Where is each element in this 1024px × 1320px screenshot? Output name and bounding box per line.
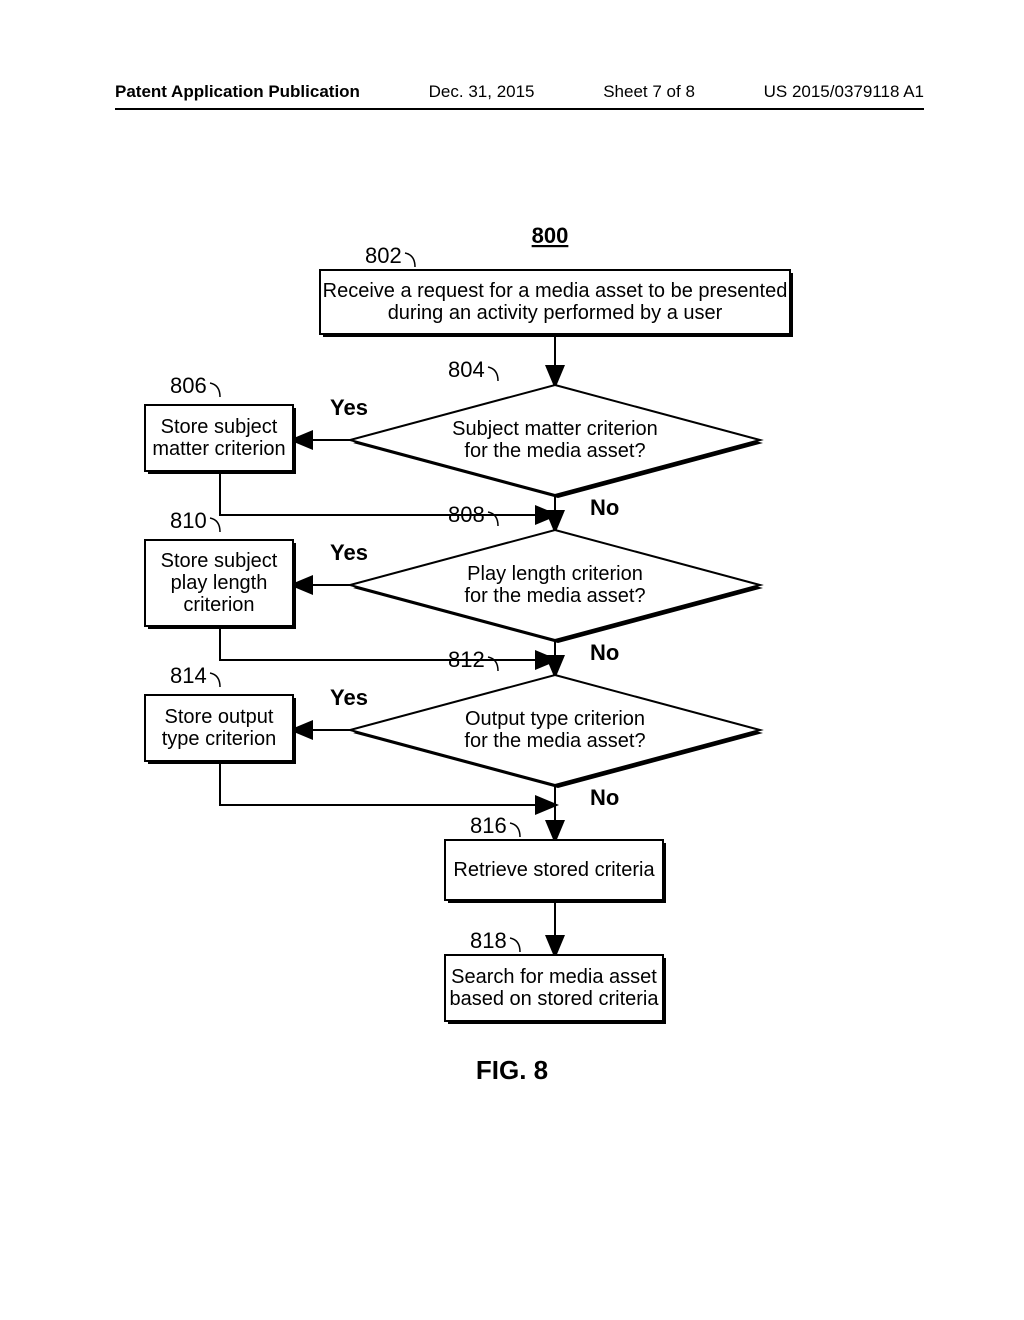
- process-text: based on stored criteria: [449, 988, 659, 1010]
- publication-label: Patent Application Publication: [115, 82, 360, 102]
- ref-label: 812: [448, 647, 485, 672]
- page-header: Patent Application Publication Dec. 31, …: [115, 82, 924, 110]
- edge-label-yes: Yes: [330, 685, 368, 710]
- process-text: type criterion: [162, 728, 277, 750]
- decision-text: for the media asset?: [464, 440, 645, 462]
- flowchart-svg: 800 Yes No Yes No Yes No Receive a request for …: [90, 170, 920, 1120]
- diagram-title: 800: [532, 223, 569, 248]
- edge-label-no: No: [590, 640, 619, 665]
- process-text: Store subject: [161, 550, 278, 572]
- ref-hook: [210, 518, 220, 532]
- figure-caption: FIG. 8: [0, 1055, 1024, 1086]
- ref-hook: [488, 367, 498, 381]
- ref-label: 806: [170, 373, 207, 398]
- decision-text: for the media asset?: [464, 585, 645, 607]
- decision-text: Subject matter criterion: [452, 418, 658, 440]
- ref-label: 802: [365, 243, 402, 268]
- decision-text: for the media asset?: [464, 730, 645, 752]
- flowchart-figure: 800 Yes No Yes No Yes No Receive a request for …: [90, 170, 920, 1120]
- edge-label-yes: Yes: [330, 540, 368, 565]
- decision-text: Play length criterion: [467, 563, 643, 585]
- ref-label: 804: [448, 357, 485, 382]
- process-text: Retrieve stored criteria: [453, 859, 655, 881]
- process-text: criterion: [183, 594, 254, 616]
- ref-label: 810: [170, 508, 207, 533]
- process-text: matter criterion: [152, 438, 285, 460]
- edge-label-yes: Yes: [330, 395, 368, 420]
- process-text: Store subject: [161, 416, 278, 438]
- process-text: Store output: [165, 706, 274, 728]
- ref-label: 818: [470, 928, 507, 953]
- ref-hook: [405, 253, 415, 267]
- edge-label-no: No: [590, 495, 619, 520]
- ref-hook: [510, 938, 520, 952]
- process-text: Search for media asset: [451, 966, 657, 988]
- process-text: Receive a request for a media asset to b…: [323, 280, 788, 302]
- decision-text: Output type criterion: [465, 708, 645, 730]
- ref-hook: [510, 823, 520, 837]
- ref-hook: [210, 383, 220, 397]
- ref-label: 814: [170, 663, 207, 688]
- process-text: during an activity performed by a user: [388, 302, 723, 324]
- sheet-label: Sheet 7 of 8: [603, 82, 695, 102]
- edge-label-no: No: [590, 785, 619, 810]
- ref-label: 808: [448, 502, 485, 527]
- process-text: play length: [171, 572, 268, 594]
- ref-label: 816: [470, 813, 507, 838]
- docnum-label: US 2015/0379118 A1: [764, 82, 924, 102]
- ref-hook: [210, 673, 220, 687]
- flow-edge: [220, 626, 555, 660]
- date-label: Dec. 31, 2015: [429, 82, 535, 102]
